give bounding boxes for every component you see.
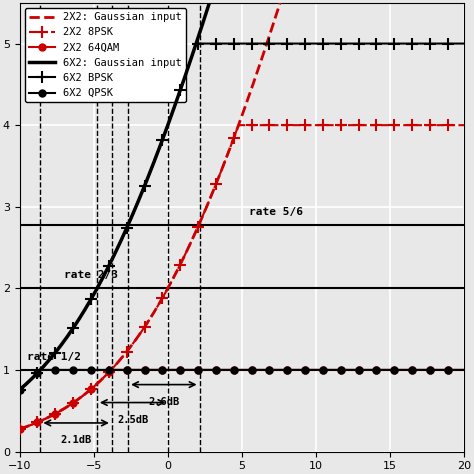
Text: 2.5dB: 2.5dB (117, 415, 148, 425)
Text: 2.1dB: 2.1dB (61, 435, 92, 445)
Legend: 2X2: Gaussian input, 2X2 8PSK, 2X2 64QAM, 6X2: Gaussian input, 6X2 BPSK, 6X2 QPS: 2X2: Gaussian input, 2X2 8PSK, 2X2 64QAM… (25, 8, 186, 102)
Text: 2.6dB: 2.6dB (148, 397, 180, 407)
Text: rate 5/6: rate 5/6 (249, 207, 303, 217)
Text: rate 2/3: rate 2/3 (64, 270, 118, 280)
Text: rate 1/2: rate 1/2 (27, 352, 81, 362)
